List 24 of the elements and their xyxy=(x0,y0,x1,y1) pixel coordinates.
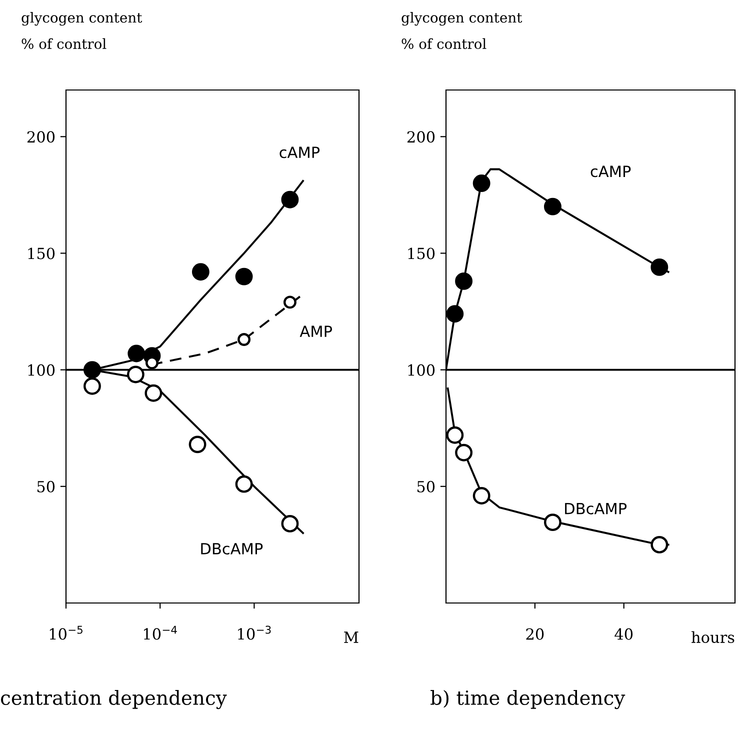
x-tick-label: 10$^{−4}$ xyxy=(144,626,177,640)
x-tick-label: 10$^{−5}$ xyxy=(50,626,82,640)
x-tick-label: 10$^{−3}$ xyxy=(238,626,271,640)
y-tick-label: 200 xyxy=(407,131,435,143)
text: centration dependency xyxy=(0,690,227,710)
x-axis-title: M xyxy=(344,632,358,643)
y-tick-label: 200 xyxy=(27,131,55,143)
y-axis-title: glycogen content % of control xyxy=(402,12,522,50)
y-tick-label: 50 xyxy=(37,480,55,492)
y-tick-label: 50 xyxy=(417,480,435,492)
x-tick-label: 40 xyxy=(614,628,633,640)
y-tick-label: 100 xyxy=(408,364,435,376)
y-tick-label: 150 xyxy=(408,248,435,260)
series-label: DBcAMP xyxy=(565,503,627,514)
text: cAMP xyxy=(590,166,631,178)
series-label: DBcAMP xyxy=(201,543,263,554)
text: b) time dependency xyxy=(430,690,626,710)
x-tick-label: 20 xyxy=(526,628,544,640)
y-axis-title: glycogen content % of control xyxy=(22,12,142,50)
y-tick-label: 150 xyxy=(28,248,55,260)
y-tick-label: 100 xyxy=(28,364,55,376)
text: cAMP xyxy=(280,146,320,158)
series-label: AMP xyxy=(300,326,332,337)
x-axis-title: hours xyxy=(692,631,734,644)
